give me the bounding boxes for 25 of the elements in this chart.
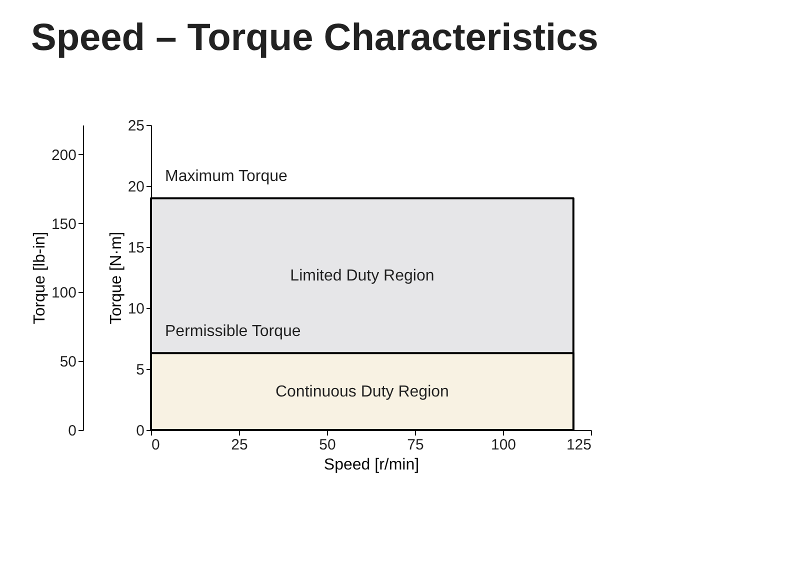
x-tick-label: 25: [231, 436, 248, 454]
y2-tick-label: 200: [51, 146, 76, 164]
y-tick-label: 15: [128, 240, 144, 256]
x-tick-label: 100: [490, 436, 516, 454]
y2-axis-title: Torque [lb-in]: [31, 232, 48, 324]
x-axis-title: Speed [r/min]: [324, 456, 420, 474]
series-label: Limited Duty Region: [290, 268, 434, 285]
x-tick-label: 0: [152, 436, 160, 454]
y2-tick-label: 150: [51, 216, 76, 233]
y2-tick-label: 50: [60, 354, 76, 371]
y-axis-title: Torque [N·m]: [108, 232, 125, 324]
annotation: Maximum Torque: [165, 168, 288, 186]
chart-title: Speed – Torque Characteristics: [30, 17, 598, 59]
y-tick-label: 0: [136, 422, 144, 440]
y2-tick-label: 0: [68, 422, 76, 440]
x-tick-label: 50: [319, 436, 336, 454]
y-tick-label: 10: [128, 300, 144, 318]
y-tick-label: 25: [128, 118, 144, 134]
annotation: Permissible Torque: [165, 323, 301, 340]
x-tick-label: 75: [407, 436, 424, 454]
y-tick-label: 20: [128, 178, 144, 196]
y-tick-label: 5: [136, 362, 144, 378]
series-label: Continuous Duty Region: [275, 384, 449, 401]
x-tick-label: 125: [566, 436, 592, 454]
y2-tick-label: 100: [51, 284, 76, 302]
